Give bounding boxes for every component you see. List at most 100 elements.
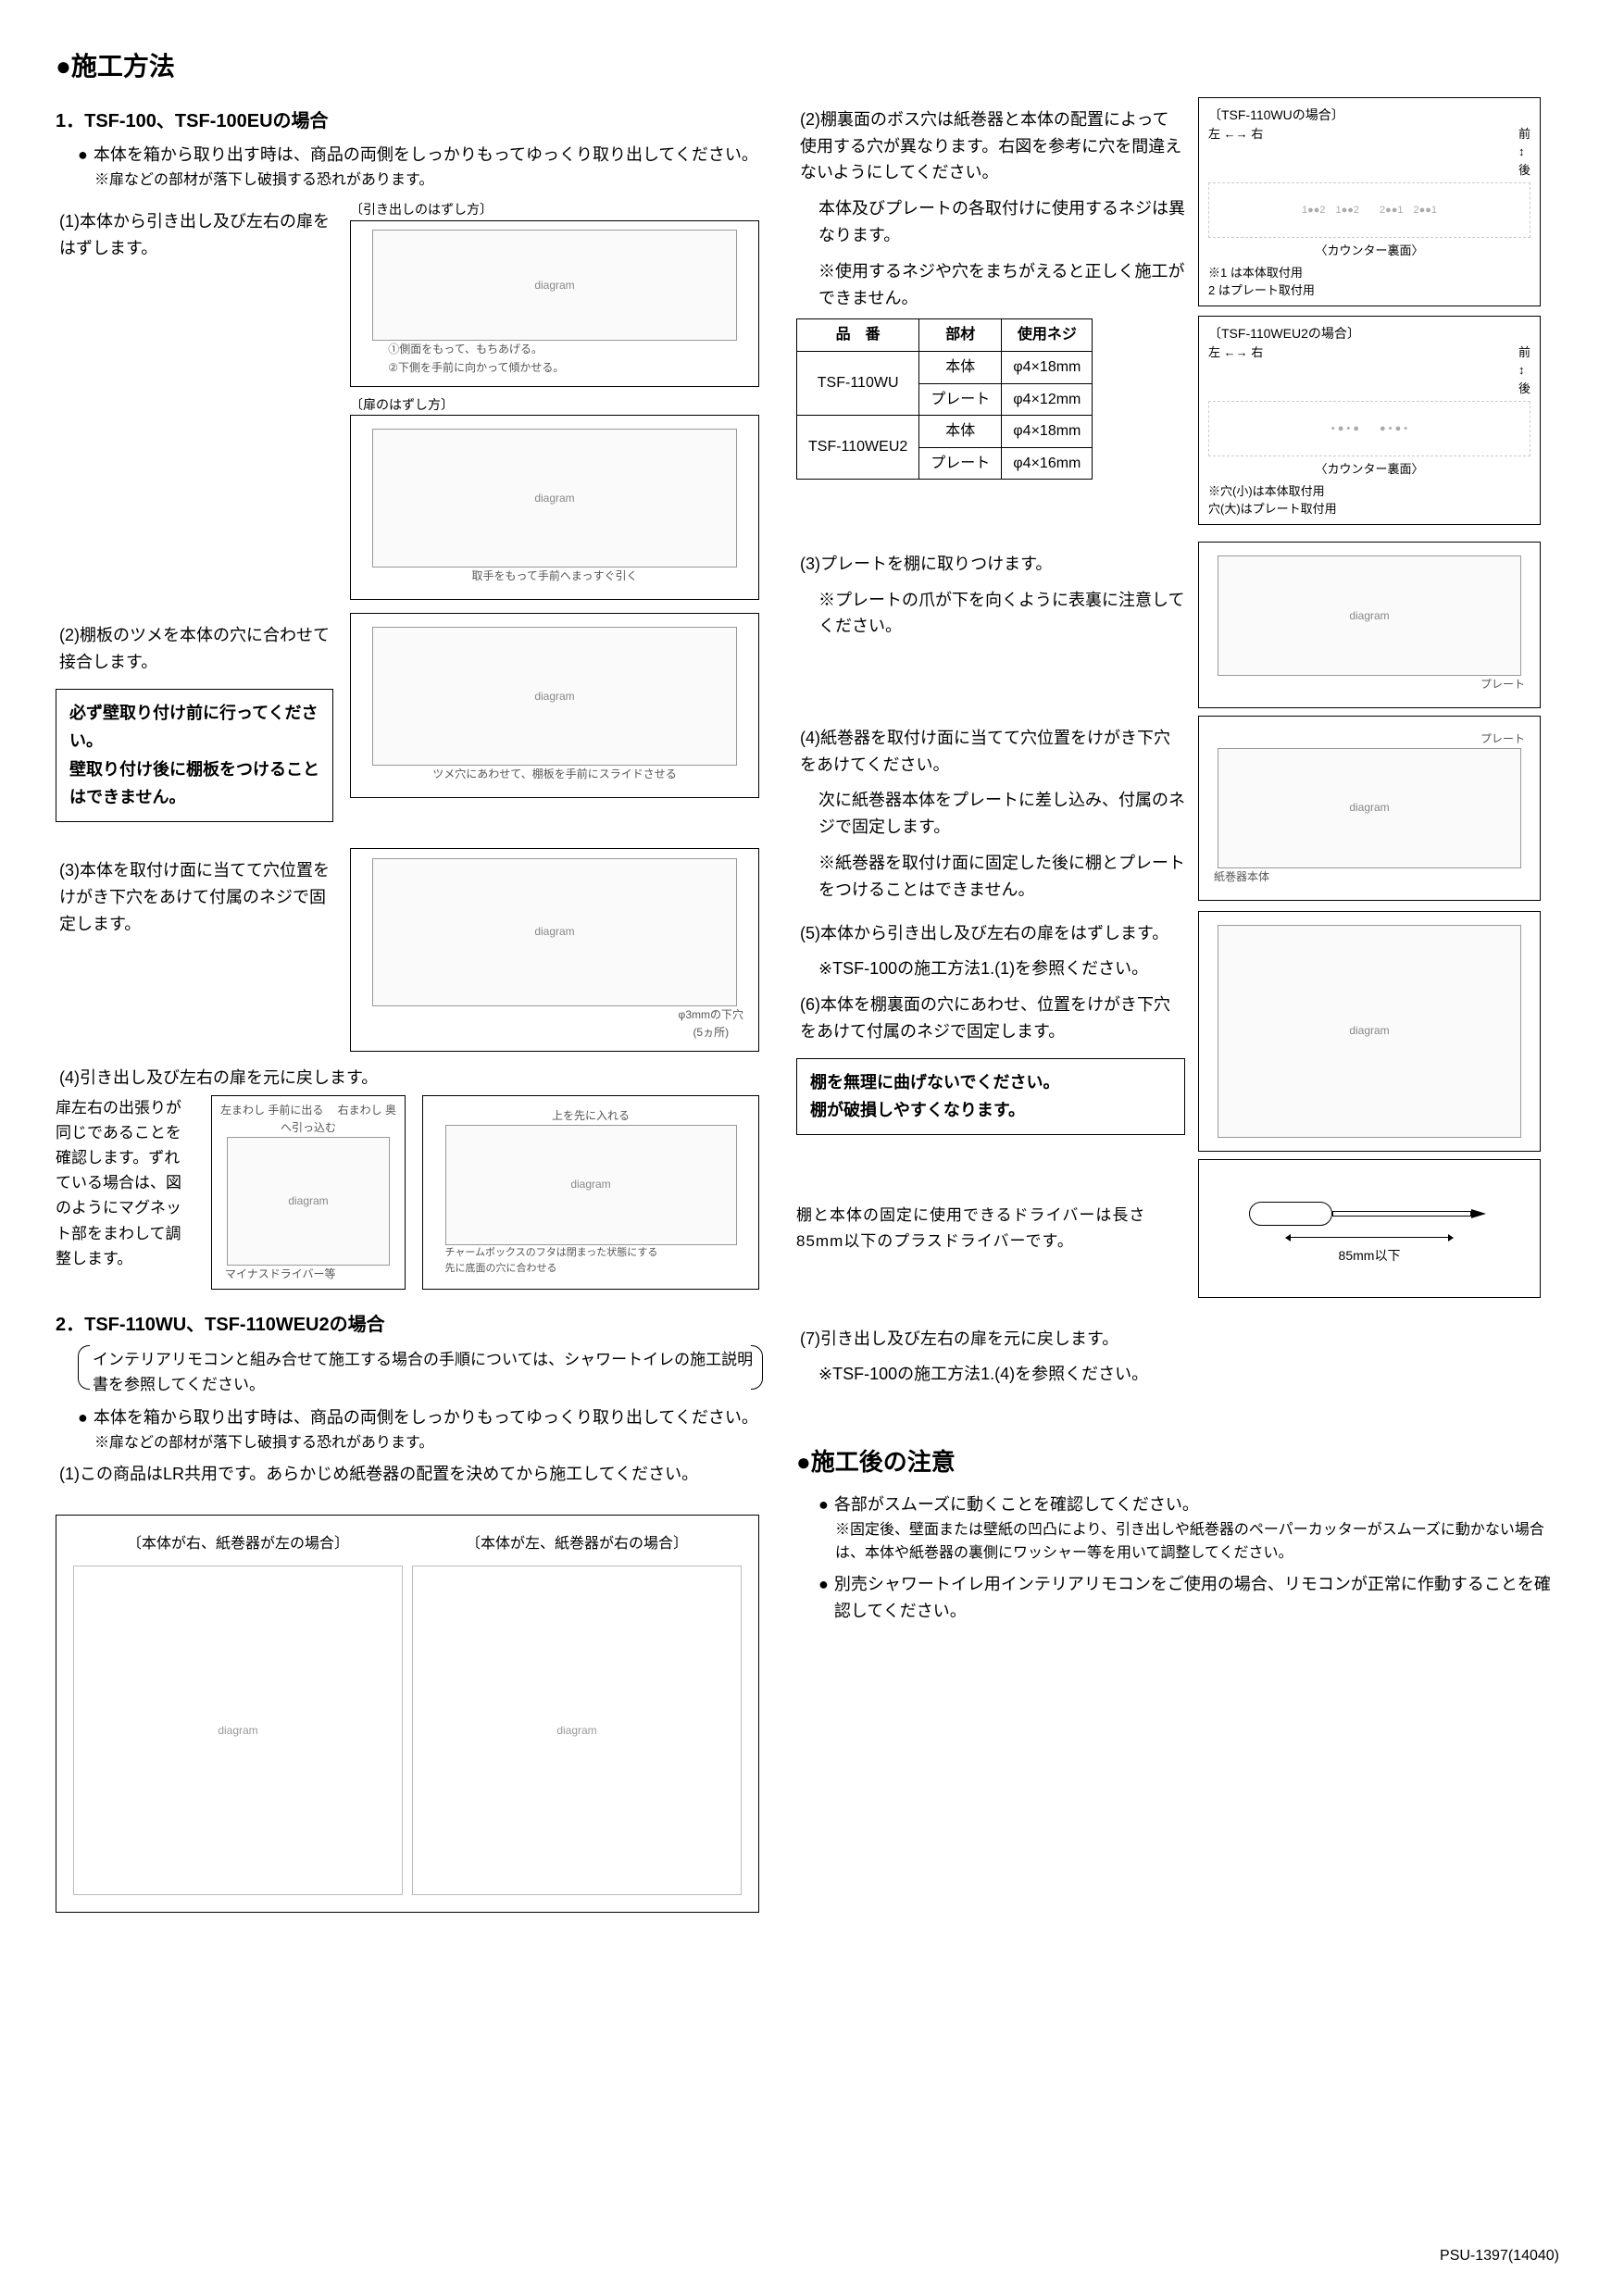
d4-l5: チャームボックスのフタは閉まった状態にする xyxy=(445,1247,658,1258)
d1-cap2: 〔扉のはずし方〕 xyxy=(350,394,759,415)
d3-l1: φ3mmの下穴 xyxy=(679,1008,743,1021)
th-component: 部材 xyxy=(919,319,1002,352)
document-number: PSU-1397(14040) xyxy=(1440,2244,1559,2268)
d1-cap1: 〔引き出しのはずし方〕 xyxy=(350,199,759,219)
cd1-sub: 〈カウンター裏面〉 xyxy=(1208,242,1530,260)
sec2-bullet1: ● 本体を箱から取り出す時は、商品の両側をしっかりもってゆっくり取り出してくださ… xyxy=(56,1404,759,1431)
post-b2-text: 別売シャワートイレ用インテリアリモコンをご使用の場合、リモコンが正常に作動するこ… xyxy=(834,1571,1555,1625)
bottom-cap-right: 〔本体が左、紙巻器が右の場合〕 xyxy=(466,1532,688,1556)
remote-note: インテリアリモコンと組み合せて施工する場合の手順については、シャワートイレの施工… xyxy=(56,1345,759,1399)
r-step7: (7)引き出し及び左右の扉を元に戻します。 xyxy=(796,1326,1555,1353)
sec2-step1: (1)この商品はLR共用です。あらかじめ紙巻器の配置を決めてから施工してください… xyxy=(56,1461,759,1488)
td-r1c: φ4×18mm xyxy=(1002,351,1093,383)
left-column: 1．TSF-100、TSF-100EUの場合 ● 本体を箱から取り出す時は、商品… xyxy=(56,97,759,1914)
th-part-no: 品 番 xyxy=(797,319,919,352)
d4-label2: 紙巻器本体 xyxy=(1205,868,1269,886)
bullet-dot: ● xyxy=(78,1404,88,1431)
sec1-step4: (4)引き出し及び左右の扉を元に戻します。 xyxy=(56,1065,759,1092)
bottom-cap-left: 〔本体が右、紙巻器が左の場合〕 xyxy=(127,1532,349,1556)
td-r1d: プレート xyxy=(919,383,1002,416)
r-step2c: ※使用するネジや穴をまちがえると正しく施工ができません。 xyxy=(796,258,1185,312)
td-r2d: プレート xyxy=(919,447,1002,480)
post-b1: ● 各部がスムーズに動くことを確認してください。 xyxy=(796,1491,1555,1518)
layout-diagram-left: diagram xyxy=(73,1566,403,1895)
d1-l2: ②下側を手前に向かって傾かせる。 xyxy=(388,361,564,374)
caution6a: 棚を無理に曲げないでください。 xyxy=(810,1068,1171,1097)
cd1-note: ※1 は本体取付用 2 はプレート取付用 xyxy=(1208,264,1530,300)
bullet-dot: ● xyxy=(818,1491,829,1518)
post-title: ●施工後の注意 xyxy=(796,1443,1555,1482)
section1-title: 1．TSF-100、TSF-100EUの場合 xyxy=(56,106,759,136)
r-step4: (4)紙巻器を取付け面に当てて穴位置をけがき下穴をあけてください。 xyxy=(796,725,1185,779)
d1-l3: 取手をもって手前へまっすぐ引く xyxy=(472,568,638,585)
diagram-reinstall-door: 上を先に入れる diagram チャームボックスのフタは閉まった状態にする 先に… xyxy=(422,1095,759,1290)
r-step2b: 本体及びプレートの各取付けに使用するネジは異なります。 xyxy=(796,195,1185,249)
caution-box-2: 棚を無理に曲げないでください。 棚が破損しやすくなります。 xyxy=(796,1058,1185,1135)
diagram-pilot-holes: diagram φ3mmの下穴 (5ヵ所) xyxy=(350,848,759,1052)
d4-l1: 左まわし 手前に出る xyxy=(220,1104,323,1117)
th-screw: 使用ネジ xyxy=(1002,319,1093,352)
d4-l3: マイナスドライバー等 xyxy=(218,1266,336,1283)
td-r1b: 本体 xyxy=(919,351,1002,383)
cd2-sub: 〈カウンター裏面〉 xyxy=(1208,460,1530,479)
sec1-note1: ※扉などの部材が落下し破損する恐れがあります。 xyxy=(56,168,759,193)
heading-construction-method: ●施工方法 xyxy=(56,46,1568,88)
td-r2e: φ4×16mm xyxy=(1002,447,1093,480)
driver-diagram: 85mm以下 xyxy=(1198,1159,1541,1298)
d4-l4: 上を先に入れる xyxy=(552,1107,630,1125)
diagram-plate-attach: diagram プレート xyxy=(1198,542,1541,708)
layout-diagram-right: diagram xyxy=(412,1566,742,1895)
diagram-body-attach: diagram xyxy=(1198,911,1541,1152)
d2-l1: ツメ穴にあわせて、棚板を手前にスライドさせる xyxy=(432,766,676,783)
caution1a: 必ず壁取り付け前に行ってください。 xyxy=(69,699,319,755)
sec2-bullet1-text: 本体を箱から取り出す時は、商品の両側をしっかりもってゆっくり取り出してください。 xyxy=(94,1404,758,1431)
r-step3b: ※プレートの爪が下を向くように表裏に注意してください。 xyxy=(796,587,1185,641)
r-step3: (3)プレートを棚に取りつけます。 xyxy=(796,551,1185,578)
r-step5b: ※TSF-100の施工方法1.(1)を参照ください。 xyxy=(796,955,1185,982)
td-r1a: TSF-110WU xyxy=(797,351,919,415)
counter-diagram-110weu2: 〔TSF-110WEU2の場合〕 左 ←→ 右 前↕後 • ● • ● ● • … xyxy=(1198,316,1541,525)
r-step5: (5)本体から引き出し及び左右の扉をはずします。 xyxy=(796,920,1185,947)
d4-l6: 先に底面の穴に合わせる xyxy=(445,1263,557,1274)
td-r1e: φ4×12mm xyxy=(1002,383,1093,416)
r-step7b: ※TSF-100の施工方法1.(4)を参照ください。 xyxy=(796,1361,1555,1388)
r-step4c: ※紙巻器を取付け面に固定した後に棚とプレートをつけることはできません。 xyxy=(796,850,1185,904)
post-b1n: ※固定後、壁面または壁紙の凹凸により、引き出しや紙巻器のペーパーカッターがスムー… xyxy=(796,1518,1555,1566)
d4-label1: プレート xyxy=(1480,730,1534,748)
screwdriver-icon xyxy=(1249,1191,1490,1237)
right-column: (2)棚裏面のボス穴は紙巻器と本体の配置によって使用する穴が異なります。右図を参… xyxy=(796,97,1555,1914)
counter-diagram-110wu: 〔TSF-110WUの場合〕 左 ←→ 右 前↕後 1●●2 1●●2 2●●1… xyxy=(1198,97,1541,306)
d1-l1: ①側面をもって、もちあげる。 xyxy=(388,343,543,356)
cd1-title: 〔TSF-110WUの場合〕 xyxy=(1208,106,1344,125)
caution6b: 棚が破損しやすくなります。 xyxy=(810,1096,1171,1125)
bullet-dot: ● xyxy=(78,142,88,168)
post-b2: ● 別売シャワートイレ用インテリアリモコンをご使用の場合、リモコンが正常に作動す… xyxy=(796,1571,1555,1625)
sec1-bullet1: ● 本体を箱から取り出す時は、商品の両側をしっかりもってゆっくり取り出してくださ… xyxy=(56,142,759,168)
td-r2c: φ4×18mm xyxy=(1002,416,1093,448)
sec2-note1: ※扉などの部材が落下し破損する恐れがあります。 xyxy=(56,1431,759,1455)
caution-box-1: 必ず壁取り付け前に行ってください。 壁取り付け後に棚板をつけることはできません。 xyxy=(56,689,333,822)
diagram-door-remove: diagram 取手をもって手前へまっすぐ引く xyxy=(350,415,759,600)
d3-l2: (5ヵ所) xyxy=(693,1026,729,1039)
driver-dim: 85mm以下 xyxy=(1339,1245,1401,1266)
bullet-dot: ● xyxy=(818,1571,829,1625)
parts-table: 品 番 部材 使用ネジ TSF-110WU 本体 φ4×18mm プレート φ4… xyxy=(796,318,1093,480)
sec1-step2: (2)棚板のツメを本体の穴に合わせて接合します。 xyxy=(56,622,333,676)
diagram-shelf-tab: diagram ツメ穴にあわせて、棚板を手前にスライドさせる xyxy=(350,613,759,798)
post-b1-text: 各部がスムーズに動くことを確認してください。 xyxy=(834,1491,1199,1518)
sec1-step4-text: 扉左右の出張りが同じであることを確認します。ずれている場合は、図のようにマグネッ… xyxy=(56,1095,194,1271)
r-step4b: 次に紙巻器本体をプレートに差し込み、付属のネジで固定します。 xyxy=(796,787,1185,841)
sec1-bullet1-text: 本体を箱から取り出す時は、商品の両側をしっかりもってゆっくり取り出してください。 xyxy=(94,142,758,168)
d3-label: プレート xyxy=(1480,676,1534,693)
diagram-magnet-adjust: 左まわし 手前に出る 右まわし 奥へ引っ込む diagram マイナスドライバー… xyxy=(211,1095,406,1290)
cd2-note: ※穴(小)は本体取付用 穴(大)はプレート取付用 xyxy=(1208,482,1530,518)
main-two-columns: 1．TSF-100、TSF-100EUの場合 ● 本体を箱から取り出す時は、商品… xyxy=(56,97,1568,1914)
caution1b: 壁取り付け後に棚板をつけることはできません。 xyxy=(69,755,319,812)
section2-title: 2．TSF-110WU、TSF-110WEU2の場合 xyxy=(56,1310,759,1340)
diagram-drawer-remove: diagram ①側面をもって、もちあげる。 ②下側を手前に向かって傾かせる。 xyxy=(350,220,759,387)
bottom-layout-diagrams: 〔本体が右、紙巻器が左の場合〕 diagram 〔本体が左、紙巻器が右の場合〕 … xyxy=(56,1515,759,1913)
sec1-step1: (1)本体から引き出し及び左右の扉をはずします。 xyxy=(56,208,333,262)
r-step2: (2)棚裏面のボス穴は紙巻器と本体の配置によって使用する穴が異なります。右図を参… xyxy=(796,106,1185,186)
sec1-step3: (3)本体を取付け面に当てて穴位置をけがき下穴をあけて付属のネジで固定します。 xyxy=(56,857,333,937)
diagram-paper-holder: プレート diagram 紙巻器本体 xyxy=(1198,716,1541,901)
